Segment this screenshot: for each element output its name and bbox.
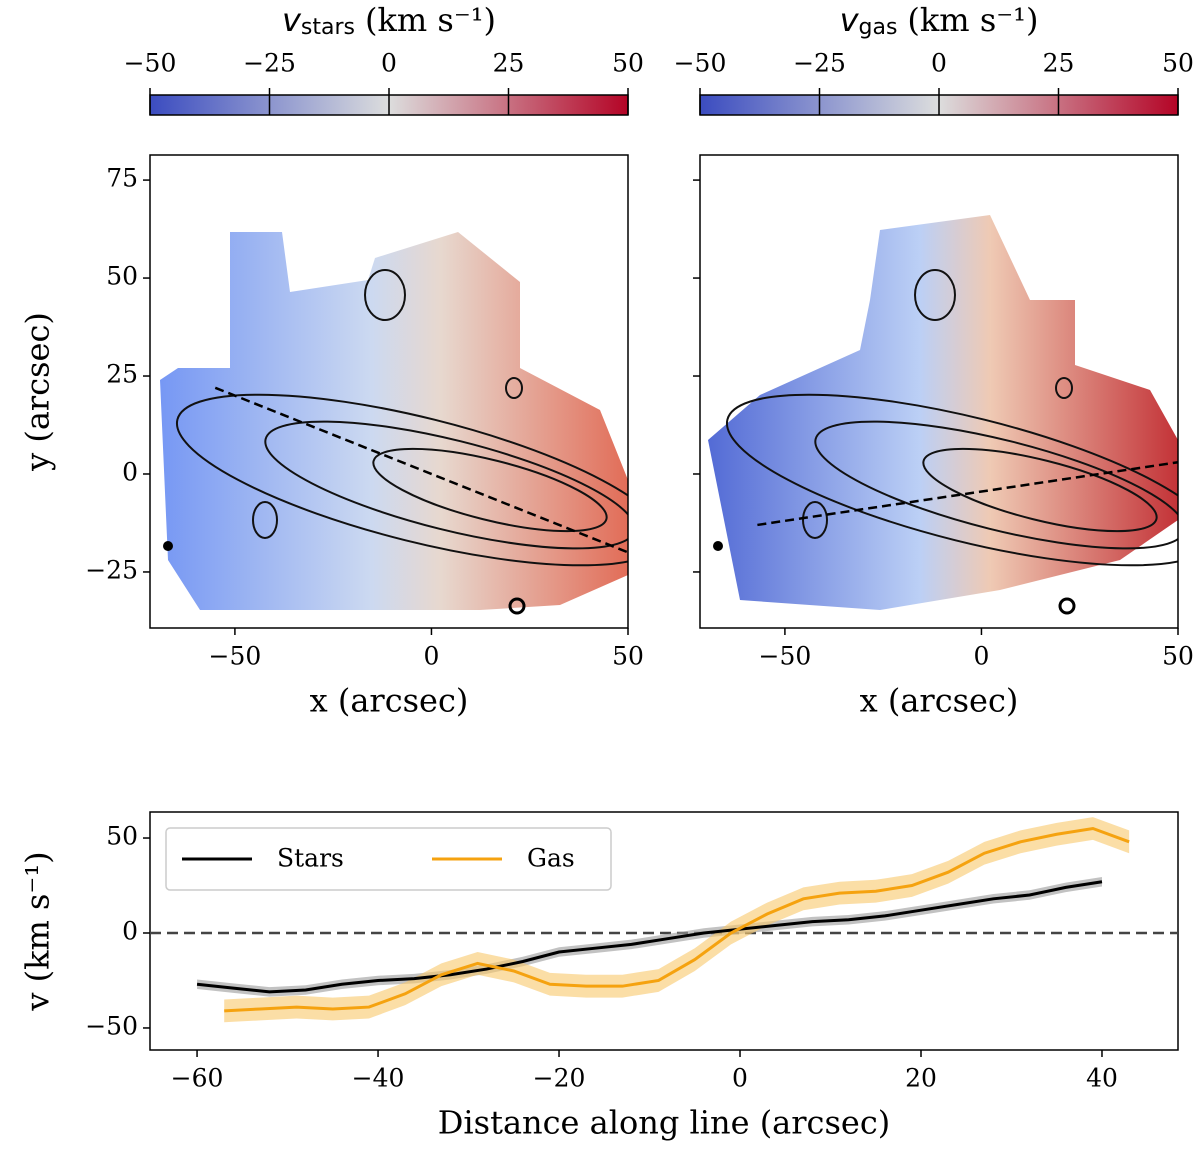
legend-box [165, 827, 612, 891]
y-tick-label: 50 [106, 822, 138, 851]
colorbar-tick-label: 0 [931, 49, 947, 78]
colorbar-subscript: gas [859, 15, 898, 40]
cut-line [214, 386, 629, 554]
x-tick-label: 50 [612, 642, 644, 671]
y-tick-label: −50 [85, 1011, 138, 1040]
y-tick-label: 75 [106, 164, 138, 193]
colorbar-symbol: v [840, 1, 860, 39]
cut-line [757, 460, 1179, 527]
colorbar-tick-label: −50 [674, 49, 727, 78]
x-tick-label: −20 [533, 1064, 586, 1093]
colorbar-tick-label: −25 [793, 49, 846, 78]
x-axis-label: x (arcsec) [310, 682, 469, 720]
colorbar-tick-label: 50 [612, 49, 644, 78]
y-tick-label: 0 [122, 916, 138, 945]
x-tick-label: 0 [974, 642, 990, 671]
colorbar-tick-label: 25 [493, 49, 525, 78]
legend-label: Stars [277, 844, 344, 873]
plot-frame [699, 154, 1179, 629]
series-line [196, 880, 1103, 994]
y-axis-label: y (arcsec) [19, 312, 57, 472]
colorbar-tick-label: −25 [243, 49, 296, 78]
y-tick-label: −25 [85, 555, 138, 584]
colorbar-tick-label: 25 [1043, 49, 1075, 78]
colorbar-tick-label: −50 [124, 49, 177, 78]
y-tick-label: 25 [106, 360, 138, 389]
x-axis-label: x (arcsec) [860, 682, 1019, 720]
plot-frame [149, 154, 629, 629]
stellar-velocity-map [160, 232, 628, 615]
legend-label: Gas [527, 844, 575, 873]
y-tick-label: 0 [122, 457, 138, 486]
colorbar-label: vgas (km s⁻¹) [840, 1, 1039, 41]
x-tick-label: 0 [732, 1064, 748, 1093]
x-tick-label: −40 [352, 1064, 405, 1093]
y-axis-label: v (km s⁻¹) [19, 851, 57, 1011]
colorbar-unit: (km s⁻¹) [365, 1, 496, 39]
colorbar-label: vstars (km s⁻¹) [282, 1, 496, 41]
x-axis-label: Distance along line (arcsec) [438, 1104, 890, 1142]
y-tick-label: 50 [106, 262, 138, 291]
x-tick-label: 20 [905, 1064, 937, 1093]
x-tick-label: −60 [171, 1064, 224, 1093]
colorbar-tick-label: 0 [381, 49, 397, 78]
series-line [224, 826, 1130, 1013]
colorbar-symbol: v [282, 1, 302, 39]
x-tick-label: −50 [209, 642, 262, 671]
colorbar-tick-label: 50 [1162, 49, 1194, 78]
colorbar-subscript: stars [301, 15, 355, 40]
colorbar-unit: (km s⁻¹) [907, 1, 1038, 39]
x-tick-label: −50 [759, 642, 812, 671]
x-tick-label: 50 [1162, 642, 1194, 671]
plot-frame [149, 811, 1179, 1051]
gas-velocity-map [708, 215, 1178, 615]
x-tick-label: 0 [424, 642, 440, 671]
x-tick-label: 40 [1086, 1064, 1118, 1093]
